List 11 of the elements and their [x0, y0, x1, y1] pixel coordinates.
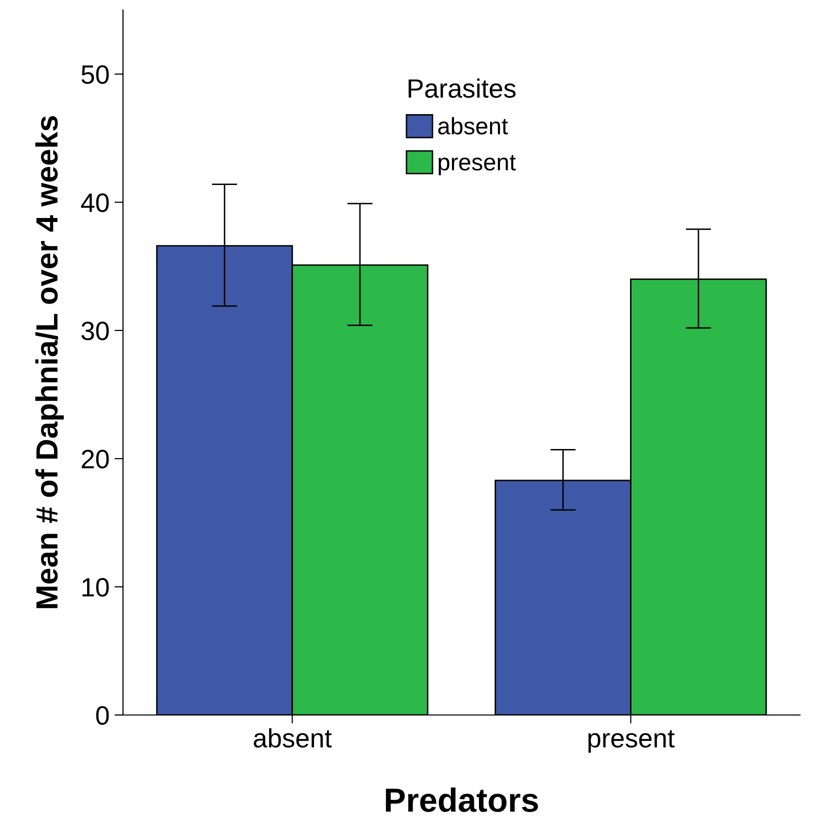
y-tick-label: 10 [82, 578, 109, 597]
legend-label: present [438, 155, 516, 176]
y-tick-label: 0 [96, 706, 109, 725]
y-tick-label: 40 [81, 193, 109, 212]
y-tick-label: 20 [82, 450, 109, 468]
y-axis-title: Mean # of Daphnia/L over 4 weeks [35, 116, 64, 608]
legend-label: absent [438, 117, 508, 134]
y-tick-label: 50 [82, 65, 109, 84]
y-tick-label: 30 [81, 322, 109, 340]
legend-title: Parasites [408, 78, 516, 98]
x-axis-title: Predators [386, 788, 538, 812]
